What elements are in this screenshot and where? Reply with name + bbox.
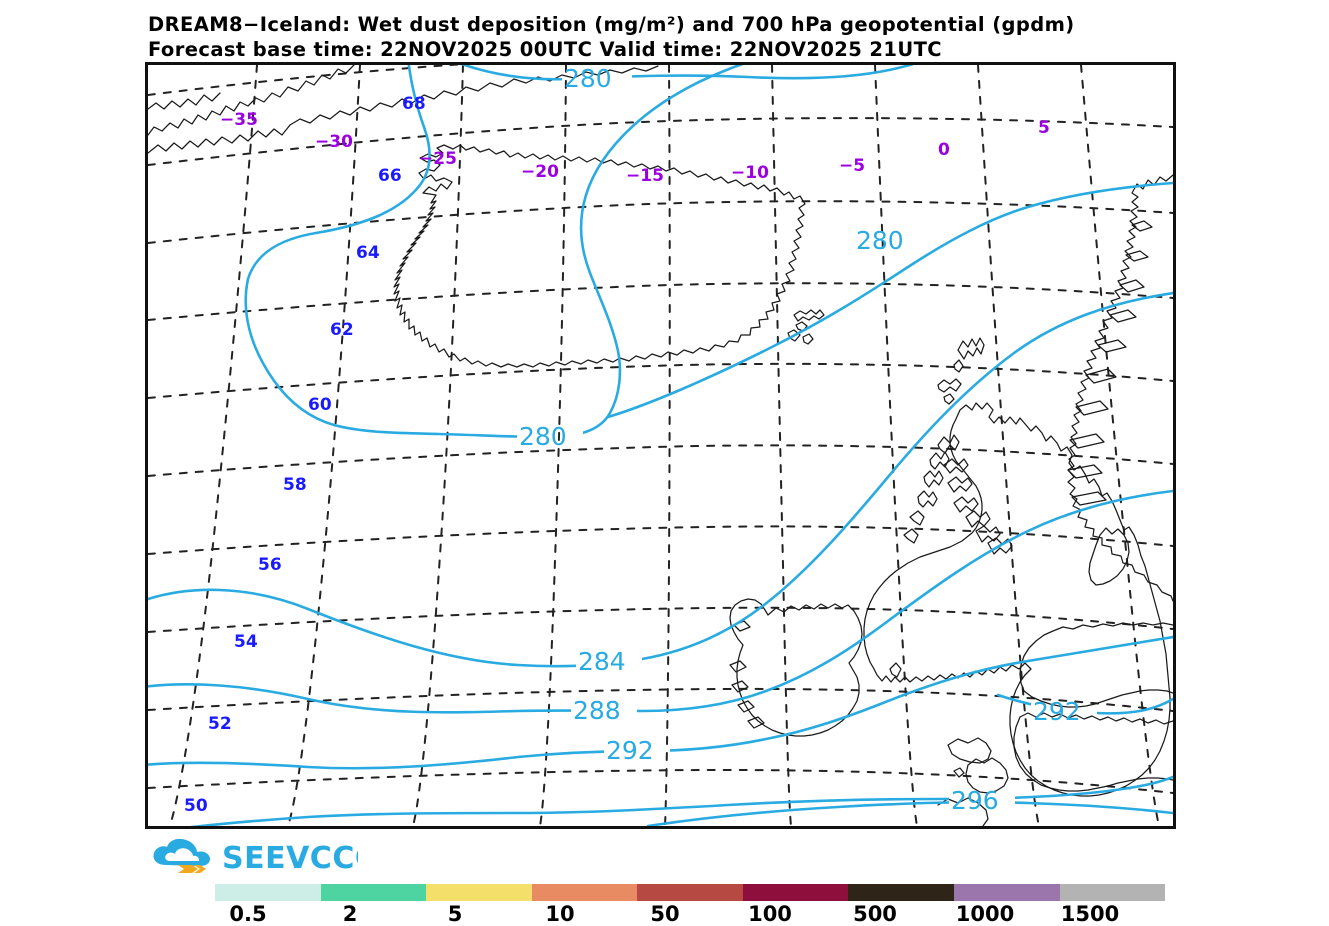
colorbar-tick: 100: [748, 902, 792, 926]
coastline-britain: [863, 402, 1171, 797]
lat-label: 54: [234, 632, 258, 652]
coastline-greenland: [148, 65, 355, 136]
contour-284: [148, 291, 1173, 668]
colorbar-tick: 500: [853, 902, 897, 926]
lat-label: 68: [402, 94, 426, 114]
coastlines: [148, 65, 1173, 826]
coastline-ireland: [729, 598, 863, 737]
colorbar-segment: [426, 884, 532, 901]
lon-label: 5: [1038, 118, 1050, 138]
lat-label: 60: [308, 395, 332, 415]
contour-label: 280: [564, 65, 612, 93]
title-line-2: Forecast base time: 22NOV2025 00UTC Vali…: [148, 38, 942, 61]
colorbar-segment: [637, 884, 743, 901]
coastline-faroe-islands: [787, 309, 825, 345]
contour-label: 296: [951, 786, 999, 815]
lon-label: −35: [220, 110, 258, 130]
colorbar-segment: [531, 884, 638, 901]
coastline-norway-fjords: [1067, 220, 1153, 506]
colorbar-tick: 10: [545, 902, 575, 926]
map-plot-area: .grat { fill:none; stroke:#222222; strok…: [145, 62, 1176, 829]
contour-label: 288: [573, 696, 621, 725]
title-line-1: DREAM8−Iceland: Wet dust deposition (mg/…: [148, 13, 1075, 36]
coastline-isle-of-man: [889, 662, 902, 678]
lon-label: −5: [839, 156, 865, 176]
contour-296: [190, 775, 1173, 826]
colorbar-tick: 2: [342, 902, 358, 926]
geopotential-contours: [148, 65, 1173, 826]
contour-labels: 280 280 280 284 288 292 292 296: [519, 65, 1081, 815]
lon-label: −10: [731, 163, 769, 183]
lat-label: 66: [378, 166, 402, 186]
colorbar-segment: [953, 884, 1060, 901]
contour-label: 280: [856, 226, 904, 255]
colorbar-segment: [320, 884, 427, 901]
graticule-parallels: [148, 65, 1173, 794]
lat-label: 64: [356, 243, 380, 263]
seevccc-logo: SEEVCCC: [153, 838, 358, 876]
colorbar-segment: [215, 884, 321, 901]
coastline-ireland-inlets: [729, 620, 765, 729]
coastline-continental-north: [1019, 622, 1173, 692]
coastline-denmark: [1088, 527, 1130, 586]
longitude-labels: −35 −30 −25 −20 −15 −10 −5 0 5: [220, 110, 1050, 186]
colorbar-tick: 1500: [1060, 902, 1120, 926]
lon-label: 0: [938, 140, 950, 160]
lon-label: −30: [315, 132, 353, 152]
page-title: DREAM8−Iceland: Wet dust deposition (mg/…: [148, 12, 1328, 62]
contour-280-trough: [244, 65, 744, 439]
coastline-orkney: [937, 378, 962, 393]
contour-288: [148, 489, 1173, 714]
colorbar-tick: 0.5: [229, 902, 267, 926]
colorbar-segment: [1059, 884, 1166, 901]
coastline-norway: [1067, 174, 1173, 602]
contour-280-north: [460, 65, 915, 81]
contour-292-east: [1026, 635, 1173, 663]
colorbar-segment: [848, 884, 954, 901]
contour-label: 292: [1033, 697, 1081, 726]
deposition-colorbar: [215, 884, 1166, 901]
colorbar-tick: 5: [447, 902, 463, 926]
contour-label: 280: [519, 422, 567, 451]
colorbar-tick: 50: [650, 902, 680, 926]
map-canvas: .grat { fill:none; stroke:#222222; strok…: [148, 65, 1173, 826]
lat-label: 62: [330, 320, 354, 340]
arrow-icon: [178, 865, 206, 873]
coastline-hebrides: [903, 434, 1013, 555]
latitude-labels: 68 66 64 62 60 58 56 54 52 50: [184, 94, 426, 816]
lat-label: 50: [184, 796, 208, 816]
coastline-iceland: [393, 144, 806, 368]
contour-280-east: [606, 181, 1173, 419]
coastline-shetland: [957, 337, 985, 360]
contour-label: 284: [578, 647, 626, 676]
coastline-france-north: [1023, 689, 1173, 708]
lat-label: 56: [258, 555, 282, 575]
colorbar-tick: 1000: [955, 902, 1015, 926]
lat-label: 58: [283, 475, 307, 495]
colorbar-segment: [742, 884, 849, 901]
lat-label: 52: [208, 714, 232, 734]
contour-label: 292: [606, 736, 654, 765]
lon-label: −20: [521, 162, 559, 182]
colorbar-tick-labels: 0.5 2 5 10 50 100 500 1000 1500: [215, 902, 1165, 926]
contour-292-west: [148, 659, 1030, 770]
logo-text: SEEVCCC: [222, 841, 358, 876]
lon-label: −15: [626, 166, 664, 186]
cloud-icon: [153, 838, 210, 866]
lon-label: −25: [419, 149, 457, 169]
